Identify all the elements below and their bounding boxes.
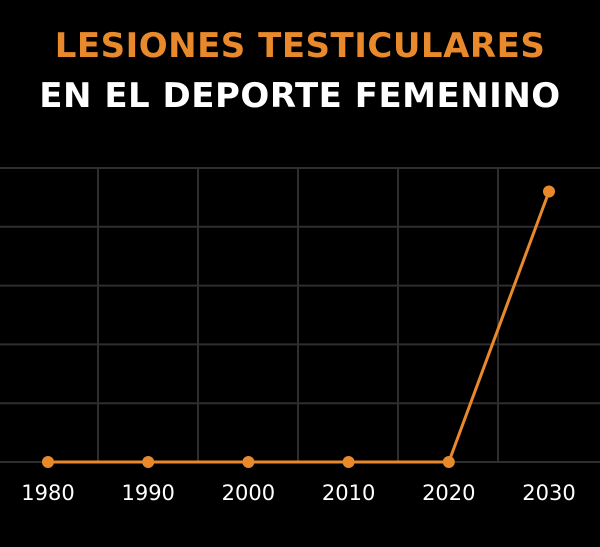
data-point-2000 <box>242 456 255 468</box>
series-line <box>48 190 551 464</box>
chart-title-line1: LESIONES TESTICULARES <box>54 26 546 66</box>
x-tick-label-2030: 2030 <box>522 481 575 505</box>
data-point-2010 <box>342 456 355 468</box>
chart-grid <box>0 167 600 463</box>
x-tick-label-2000: 2000 <box>222 481 275 505</box>
x-tick-label-1980: 1980 <box>21 481 74 505</box>
data-point-2020 <box>442 456 455 468</box>
data-point-1990 <box>142 456 155 468</box>
series-line-group <box>42 185 555 468</box>
x-tick-labels: 1980 1990 2000 2010 2020 2030 <box>21 481 575 505</box>
x-tick-label-2010: 2010 <box>322 481 375 505</box>
x-tick-label-1990: 1990 <box>121 481 174 505</box>
chart-title-line2: EN EL DEPORTE FEMENINO <box>39 76 561 116</box>
data-point-1980 <box>42 456 54 468</box>
x-tick-label-2020: 2020 <box>422 481 475 505</box>
data-point-2030 <box>543 185 555 198</box>
